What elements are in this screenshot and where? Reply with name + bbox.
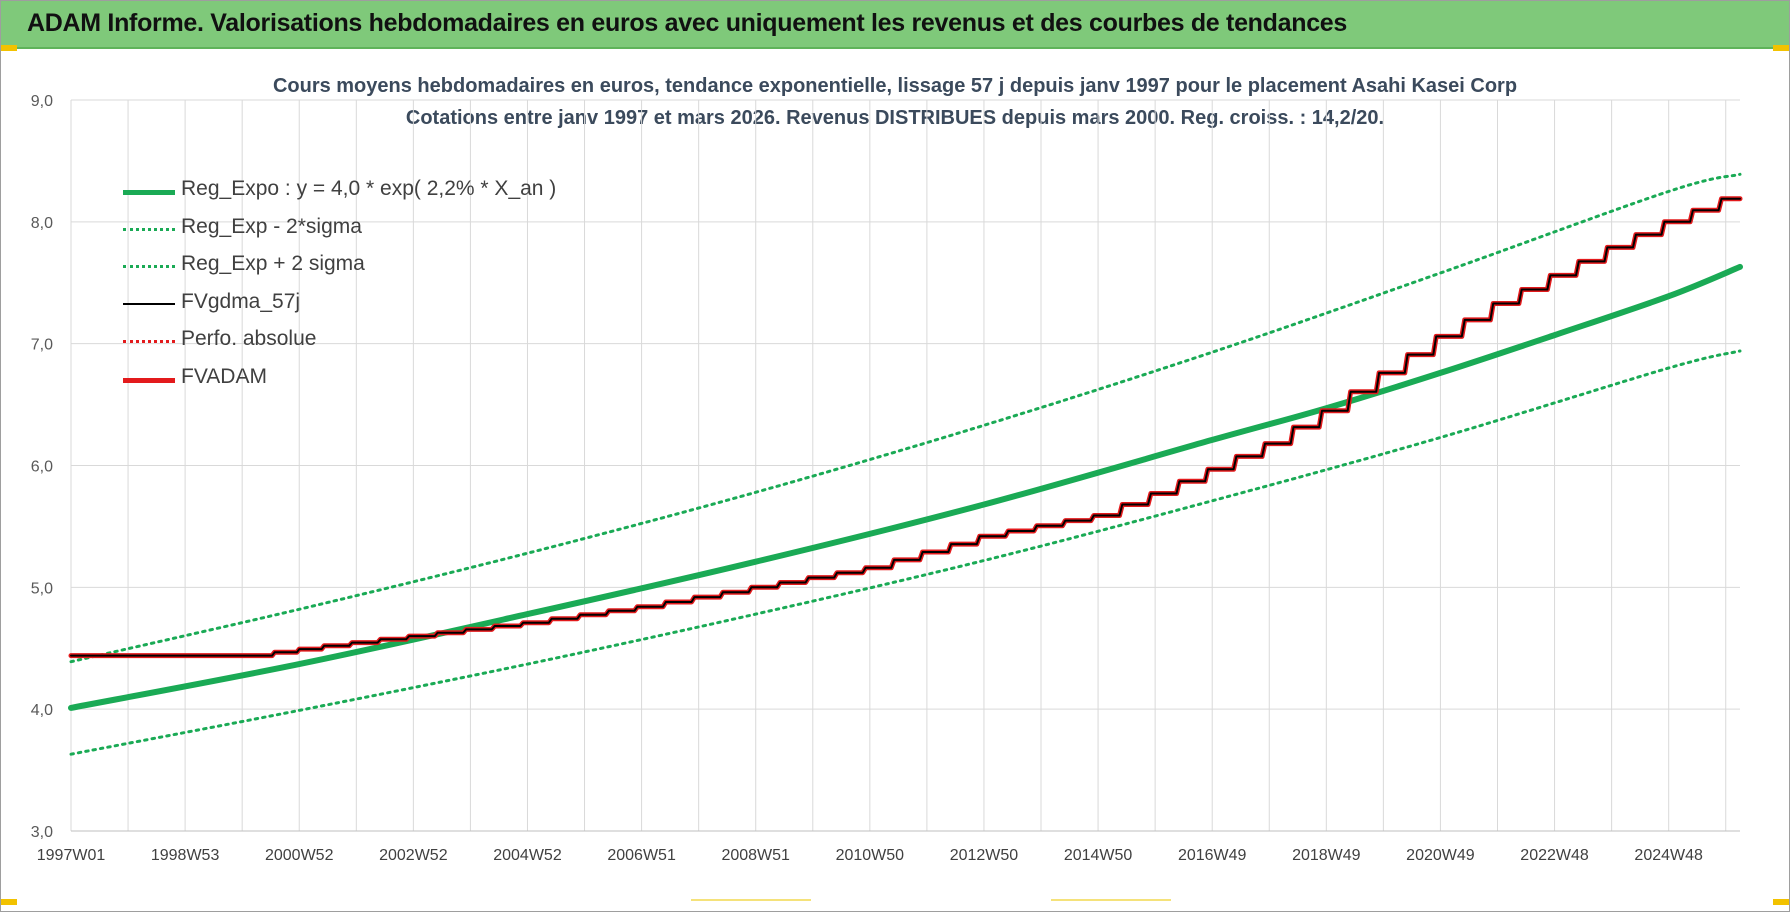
corner-mark bbox=[1773, 45, 1789, 51]
x-tick-label: 2010W50 bbox=[836, 847, 905, 864]
corner-mark bbox=[1, 899, 17, 905]
y-tick-label: 6,0 bbox=[31, 459, 53, 476]
x-tick-label: 2022W48 bbox=[1520, 847, 1589, 864]
page-title: ADAM Informe. Valorisations hebdomadaire… bbox=[27, 9, 1348, 37]
legend-label: Reg_Exp - 2*sigma bbox=[181, 214, 362, 238]
lower-band-swatch bbox=[123, 227, 175, 231]
header-bar: ADAM Informe. Valorisations hebdomadaire… bbox=[1, 1, 1789, 49]
y-tick-label: 9,0 bbox=[31, 93, 53, 110]
fvadam-swatch bbox=[123, 377, 175, 383]
x-tick-label: 2000W52 bbox=[265, 847, 334, 864]
fvgdma-swatch bbox=[123, 302, 175, 305]
perfo-absolue-swatch bbox=[123, 340, 175, 343]
y-tick-label: 8,0 bbox=[31, 215, 53, 232]
x-tick-label: 2014W50 bbox=[1064, 847, 1133, 864]
x-tick-label: 1997W01 bbox=[37, 847, 106, 864]
x-tick-label: 2008W51 bbox=[721, 847, 790, 864]
decorative-line bbox=[1051, 899, 1171, 901]
x-tick-label: 2024W48 bbox=[1634, 847, 1703, 864]
fvgdma-line bbox=[70, 197, 1741, 657]
x-tick-label: 2006W51 bbox=[607, 847, 676, 864]
legend-label: Perfo. absolue bbox=[181, 327, 317, 350]
chart-subtitle: Cotations entre janv 1997 et mars 2026. … bbox=[405, 107, 1385, 129]
upper-band-swatch bbox=[123, 265, 175, 268]
x-tick-label: 2012W50 bbox=[950, 847, 1019, 864]
corner-mark bbox=[1773, 899, 1789, 905]
y-tick-label: 3,0 bbox=[31, 824, 53, 841]
y-tick-label: 4,0 bbox=[31, 702, 53, 719]
legend-label: Reg_Expo : y = 4,0 * exp( 2,2% * X_an ) bbox=[181, 177, 557, 200]
trend-line bbox=[68, 263, 1743, 711]
legend-label: Reg_Exp + 2 sigma bbox=[181, 252, 365, 275]
legend-label: FVgdma_57j bbox=[181, 289, 301, 313]
x-tick-label: 2016W49 bbox=[1178, 847, 1247, 864]
decorative-line bbox=[691, 899, 811, 901]
y-tick-label: 7,0 bbox=[31, 337, 53, 354]
y-tick-label: 5,0 bbox=[31, 580, 53, 597]
legend-label: FVADAM bbox=[181, 364, 267, 388]
corner-mark bbox=[1, 45, 17, 51]
x-tick-label: 2004W52 bbox=[493, 847, 562, 864]
lower-band-line bbox=[69, 349, 1742, 756]
x-tick-label: 1998W53 bbox=[151, 847, 220, 864]
x-tick-label: 2018W49 bbox=[1292, 847, 1361, 864]
x-tick-label: 2002W52 bbox=[379, 847, 448, 864]
x-tick-label: 2020W49 bbox=[1406, 847, 1475, 864]
trend-swatch bbox=[123, 190, 175, 195]
chart-title: Cours moyens hebdomadaires en euros, ten… bbox=[272, 75, 1518, 97]
upper-band-line bbox=[69, 172, 1742, 664]
